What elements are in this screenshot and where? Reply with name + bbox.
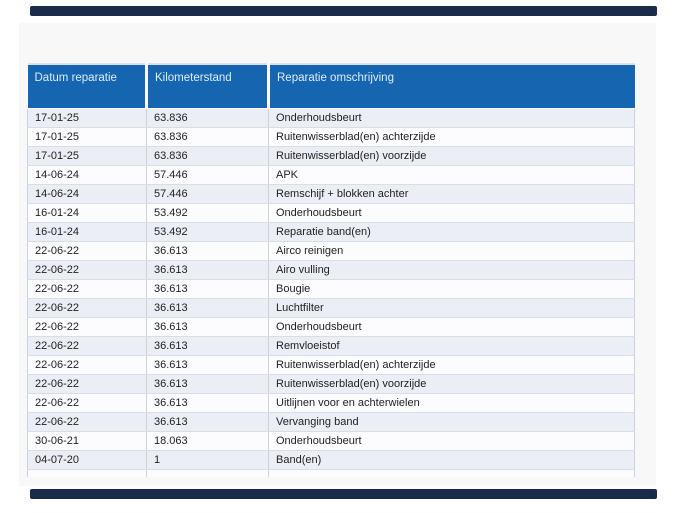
cell-date: 22-06-22 [27,336,147,356]
cell-kilometerstand: 36.613 [146,355,269,375]
cell-omschrijving: Onderhoudsbeurt [268,203,635,223]
cell-date: 22-06-22 [27,317,147,337]
cell-omschrijving: Ruitenwisserblad(en) voorzijde [268,146,635,166]
cell-date: 04-07-20 [27,450,147,470]
cell-kilometerstand: 36.613 [146,336,269,356]
cell-kilometerstand: 18.063 [146,431,269,451]
cell-date: 16-01-24 [27,222,147,242]
cell-kilometerstand: 36.613 [146,260,269,280]
empty-stub-row [27,469,635,477]
table-row: 22-06-22 36.613 Airco reinigen [27,241,635,261]
table-row: 14-06-24 57.446 APK [27,165,635,185]
cell-omschrijving: Ruitenwisserblad(en) voorzijde [268,374,635,394]
cell-date: 30-06-21 [27,431,147,451]
cell-omschrijving: Band(en) [268,450,635,470]
table-row: 17-01-25 63.836 Ruitenwisserblad(en) voorz… [27,146,635,166]
cell-date: 17-01-25 [27,146,147,166]
cell-omschrijving: Remschijf + blokken achter [268,184,635,204]
table-row: 22-06-22 36.613 Luchtfilter [27,298,635,318]
empty-cell [268,469,635,477]
table-row: 17-01-25 63.836 Ruitenwisserblad(en) achte… [27,127,635,147]
cell-omschrijving: APK [268,165,635,185]
cell-omschrijving: Onderhoudsbeurt [268,108,635,128]
table-row: 22-06-22 36.613 Ruitenwisserblad(en) achte… [27,355,635,375]
cell-kilometerstand: 36.613 [146,317,269,337]
table-row: 22-06-22 36.613 Onderhoudsbeurt [27,317,635,337]
column-header-datum-reparatie: Datum reparatie [27,64,148,109]
empty-cell [27,469,147,477]
cell-date: 22-06-22 [27,393,147,413]
cell-omschrijving: Reparatie band(en) [268,222,635,242]
cell-date: 22-06-22 [27,241,147,261]
cell-date: 17-01-25 [27,127,147,147]
table-row: 16-01-24 53.492 Onderhoudsbeurt [27,203,635,223]
cell-omschrijving: Airo vulling [268,260,635,280]
maintenance-history-table: Datum reparatie Kilometerstand Reparatie… [27,63,635,477]
cell-kilometerstand: 53.492 [146,203,269,223]
column-header-kilometerstand: Kilometerstand [146,64,270,109]
cell-omschrijving: Remvloeistof [268,336,635,356]
table-row: 16-01-24 53.492 Reparatie band(en) [27,222,635,242]
table-row: 22-06-22 36.613 Bougie [27,279,635,299]
cell-omschrijving: Bougie [268,279,635,299]
cell-omschrijving: Uitlijnen voor en achterwielen [268,393,635,413]
cell-kilometerstand: 63.836 [146,108,269,128]
cell-kilometerstand: 36.613 [146,241,269,261]
cell-omschrijving: Luchtfilter [268,298,635,318]
cell-omschrijving: Vervanging band [268,412,635,432]
table-row: 22-06-22 36.613 Vervanging band [27,412,635,432]
cell-date: 22-06-22 [27,298,147,318]
cell-date: 16-01-24 [27,203,147,223]
cell-kilometerstand: 1 [146,450,269,470]
table-row: 22-06-22 36.613 Remvloeistof [27,336,635,356]
cell-kilometerstand: 63.836 [146,146,269,166]
cell-omschrijving: Ruitenwisserblad(en) achterzijde [268,127,635,147]
column-header-reparatie-omschrijving: Reparatie omschrijving [268,64,635,109]
cell-omschrijving: Ruitenwisserblad(en) achterzijde [268,355,635,375]
cell-kilometerstand: 36.613 [146,374,269,394]
cell-date: 14-06-24 [27,184,147,204]
table-header-row: Datum reparatie Kilometerstand Reparatie… [27,64,635,109]
cell-kilometerstand: 63.836 [146,127,269,147]
table-row: 04-07-20 1 Band(en) [27,450,635,470]
cell-date: 22-06-22 [27,279,147,299]
empty-cell [146,469,269,477]
cell-kilometerstand: 57.446 [146,184,269,204]
cell-date: 14-06-24 [27,165,147,185]
table-row: 30-06-21 18.063 Onderhoudsbeurt [27,431,635,451]
cell-date: 22-06-22 [27,260,147,280]
table-row: 17-01-25 63.836 Onderhoudsbeurt [27,108,635,128]
table-body: 17-01-25 63.836 Onderhoudsbeurt 17-01-25 63.… [27,108,635,477]
cell-kilometerstand: 36.613 [146,279,269,299]
cell-date: 22-06-22 [27,412,147,432]
cell-kilometerstand: 36.613 [146,298,269,318]
cell-omschrijving: Airco reinigen [268,241,635,261]
table-row: 14-06-24 57.446 Remschijf + blokken achter [27,184,635,204]
cell-date: 22-06-22 [27,355,147,375]
table-row: 22-06-22 36.613 Ruitenwisserblad(en) voorz… [27,374,635,394]
cell-kilometerstand: 53.492 [146,222,269,242]
cell-date: 17-01-25 [27,108,147,128]
cell-kilometerstand: 57.446 [146,165,269,185]
cell-kilometerstand: 36.613 [146,412,269,432]
table-header: Datum reparatie Kilometerstand Reparatie… [27,64,635,109]
cell-omschrijving: Onderhoudsbeurt [268,317,635,337]
top-divider-bar [30,6,657,16]
bottom-divider-bar [30,489,657,499]
content-panel: Datum reparatie Kilometerstand Reparatie… [19,23,656,486]
cell-omschrijving: Onderhoudsbeurt [268,431,635,451]
table-row: 22-06-22 36.613 Airo vulling [27,260,635,280]
cell-kilometerstand: 36.613 [146,393,269,413]
cell-date: 22-06-22 [27,374,147,394]
table-row: 22-06-22 36.613 Uitlijnen voor en achterwi… [27,393,635,413]
